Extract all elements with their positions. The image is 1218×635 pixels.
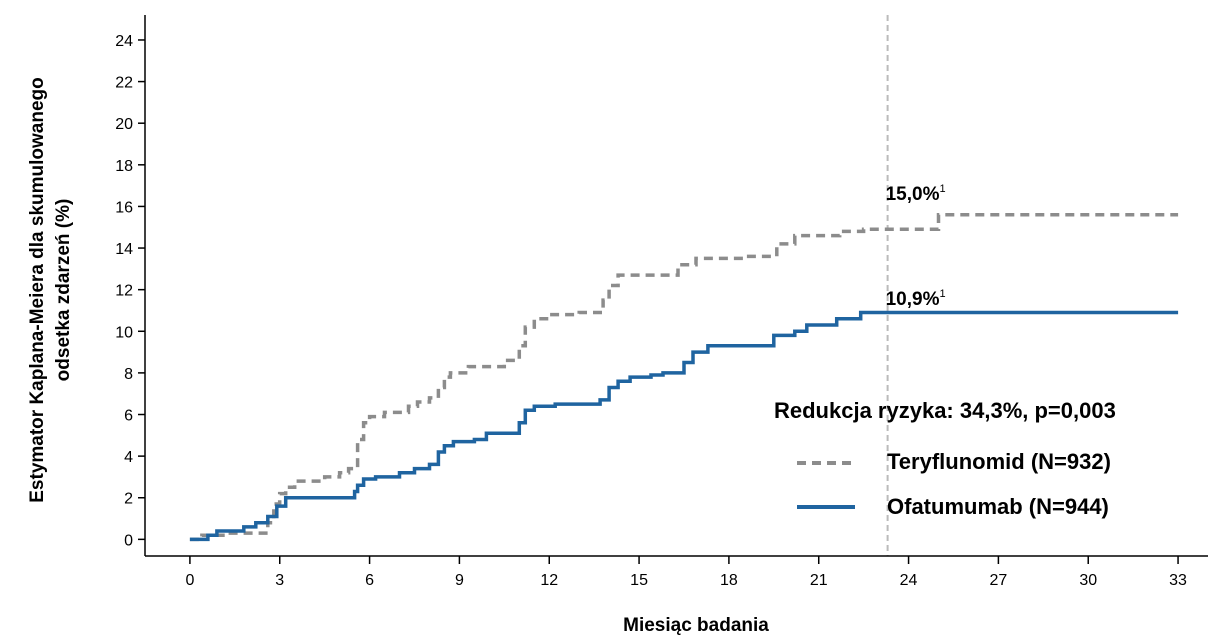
y-tick-label: 0 [124,532,133,549]
y-tick-label: 14 [115,241,133,258]
y-tick-label: 10 [115,324,133,341]
x-tick-label: 9 [455,572,464,589]
series-line-ofatumumab [189,310,1179,542]
y-tick-label: 2 [124,491,133,508]
series-layer [189,213,1179,542]
y-tick-label: 6 [124,408,133,425]
y-axis-title-line-2: odsetka zdarzeń (%) [53,199,74,382]
end-label-ofatumumab: 10,9%1 [886,288,946,310]
x-tick-label: 21 [810,572,828,589]
x-tick-label: 33 [1169,572,1187,589]
x-tick-label: 0 [185,572,194,589]
x-tick-label: 27 [989,572,1007,589]
y-tick-label: 20 [115,116,133,133]
end-label-teryflunomid: 15,0%1 [886,183,946,205]
y-tick-label: 16 [115,199,133,216]
x-tick-label: 24 [900,572,918,589]
legend-label-teryflunomid: Teryflunomid (N=932) [887,449,1111,474]
x-axis-title: Miesiąc badania [623,615,769,635]
x-tick-label: 6 [365,572,374,589]
x-tick-label: 12 [540,572,558,589]
end-labels: 15,0%1 10,9%1 [886,183,946,310]
series-line-teryflunomid [189,213,1179,542]
x-axis-ticks: 0 3 6 9 12 15 18 21 24 27 30 33 [185,556,1187,589]
legend-label-ofatumumab: Ofatumumab (N=944) [887,494,1109,519]
y-axis-title-line-1: Estymator Kaplana-Meiera dla skumulowane… [27,77,48,503]
risk-reduction-annotation: Redukcja ryzyka: 34,3%, p=0,003 [774,398,1116,423]
y-tick-label: 24 [115,33,133,50]
x-tick-label: 18 [720,572,738,589]
y-tick-label: 12 [115,283,133,300]
y-tick-label: 18 [115,158,133,175]
y-tick-label: 4 [124,449,133,466]
y-tick-label: 8 [124,366,133,383]
x-tick-label: 30 [1079,572,1097,589]
x-tick-label: 3 [275,572,284,589]
y-tick-label: 22 [115,75,133,92]
x-tick-label: 15 [630,572,648,589]
